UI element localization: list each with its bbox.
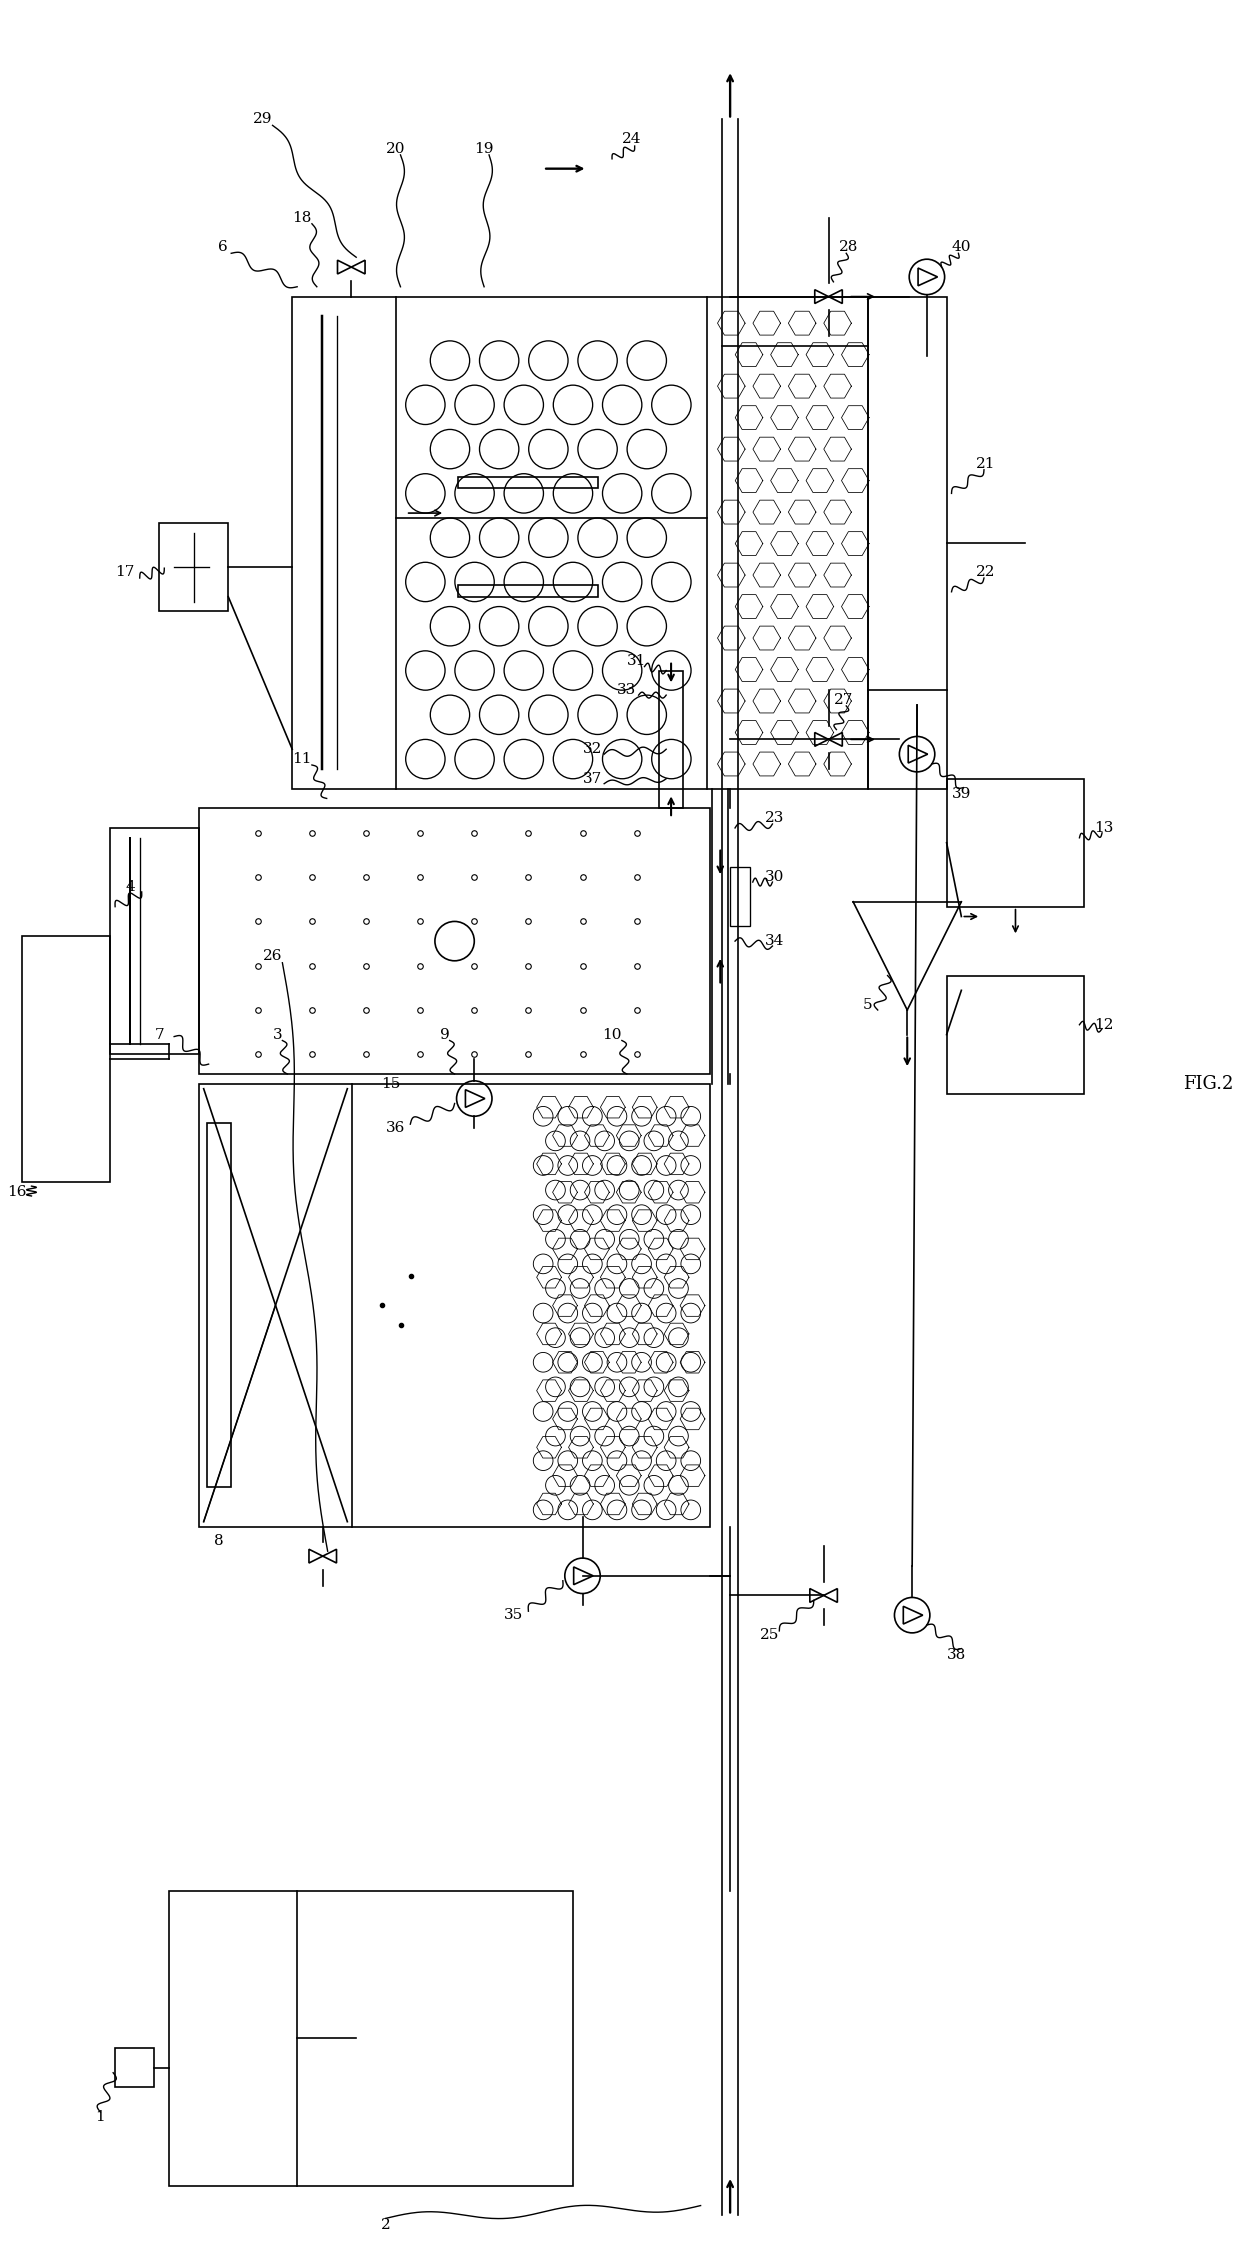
Text: 18: 18 — [293, 211, 311, 224]
Bar — [458, 476, 598, 489]
Text: 33: 33 — [618, 682, 636, 698]
Text: 16: 16 — [7, 1185, 26, 1199]
Bar — [198, 1083, 711, 1527]
Text: 11: 11 — [293, 752, 311, 766]
Text: 25: 25 — [760, 1627, 779, 1643]
Text: 1: 1 — [95, 2110, 105, 2123]
Text: 26: 26 — [263, 949, 283, 963]
Text: 19: 19 — [475, 143, 494, 156]
Bar — [21, 936, 110, 1183]
Text: 17: 17 — [115, 564, 135, 580]
Text: 24: 24 — [622, 131, 641, 145]
Text: 12: 12 — [1094, 1017, 1114, 1031]
Text: 15: 15 — [381, 1076, 401, 1090]
Bar — [293, 297, 868, 789]
Text: 5: 5 — [863, 997, 873, 1013]
Text: 10: 10 — [603, 1026, 621, 1042]
Text: 39: 39 — [951, 786, 971, 800]
Bar — [730, 868, 750, 927]
Text: 29: 29 — [253, 113, 273, 127]
Text: 32: 32 — [583, 743, 603, 757]
Bar — [207, 1124, 231, 1486]
Text: 13: 13 — [1095, 820, 1114, 834]
Text: 9: 9 — [440, 1026, 450, 1042]
Text: 34: 34 — [765, 934, 784, 947]
Bar — [115, 2048, 155, 2087]
Text: 27: 27 — [833, 693, 853, 707]
Text: 30: 30 — [765, 870, 784, 884]
Bar — [868, 297, 946, 789]
Text: 20: 20 — [386, 143, 405, 156]
Text: 2: 2 — [381, 2218, 391, 2232]
Text: 8: 8 — [213, 1534, 223, 1548]
Text: 40: 40 — [951, 240, 971, 254]
Text: 22: 22 — [976, 564, 996, 580]
Bar — [458, 585, 598, 596]
Bar — [660, 671, 683, 809]
Bar — [110, 827, 198, 1054]
Text: 28: 28 — [838, 240, 858, 254]
Bar — [169, 1890, 573, 2187]
Text: 4: 4 — [125, 879, 135, 895]
Text: 7: 7 — [155, 1026, 164, 1042]
Bar — [946, 977, 1084, 1094]
Text: 21: 21 — [976, 458, 996, 471]
Bar — [946, 780, 1084, 906]
Text: 35: 35 — [503, 1609, 523, 1622]
Text: 36: 36 — [386, 1122, 405, 1135]
Text: 3: 3 — [273, 1026, 283, 1042]
Text: 38: 38 — [947, 1647, 966, 1661]
Text: 37: 37 — [583, 773, 601, 786]
Text: 23: 23 — [765, 811, 784, 825]
Bar — [198, 809, 711, 1074]
Text: 6: 6 — [218, 240, 228, 254]
Text: FIG.2: FIG.2 — [1183, 1074, 1233, 1092]
Text: 31: 31 — [627, 653, 646, 668]
Bar — [160, 523, 228, 612]
